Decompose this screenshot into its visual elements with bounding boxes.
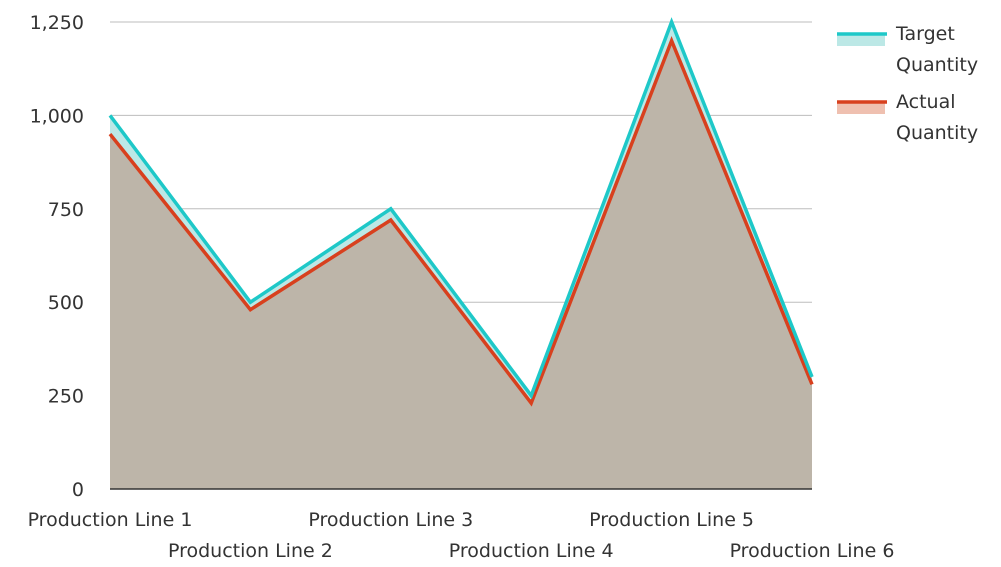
legend-item[interactable]: Actual Quantity [837,91,978,144]
x-tick-label: Production Line 5 [589,509,754,531]
y-tick-label: 1,000 [30,105,84,127]
y-tick-label: 0 [72,479,84,501]
x-tick-label: Production Line 2 [168,540,333,562]
y-tick-label: 250 [48,386,84,408]
line-target-quantity [108,17,814,400]
x-tick-label: Production Line 4 [449,540,614,562]
series-lines [108,17,814,407]
y-tick-label: 1,250 [30,12,84,34]
line-actual-quantity [108,35,814,407]
y-axis-tick-labels: 0 250 500 750 1,000 1,250 [30,12,84,501]
legend-label: Actual Quantity [896,91,978,144]
legend-item[interactable]: Target Quantity [837,23,978,76]
area-actual-quantity [110,40,812,490]
x-axis-tick-labels: Production Line 1 Production Line 2 Produc… [28,509,895,562]
legend-swatch [837,35,885,46]
legend-swatch [837,103,885,114]
series-areas [110,22,812,490]
x-tick-label: Production Line 6 [730,540,895,562]
x-tick-label: Production Line 1 [28,509,193,531]
y-tick-label: 500 [48,292,84,314]
legend-label: Target Quantity [895,23,978,76]
legend[interactable]: Target Quantity Actual Quantity [837,23,978,144]
y-tick-label: 750 [48,199,84,221]
x-tick-label: Production Line 3 [308,509,473,531]
